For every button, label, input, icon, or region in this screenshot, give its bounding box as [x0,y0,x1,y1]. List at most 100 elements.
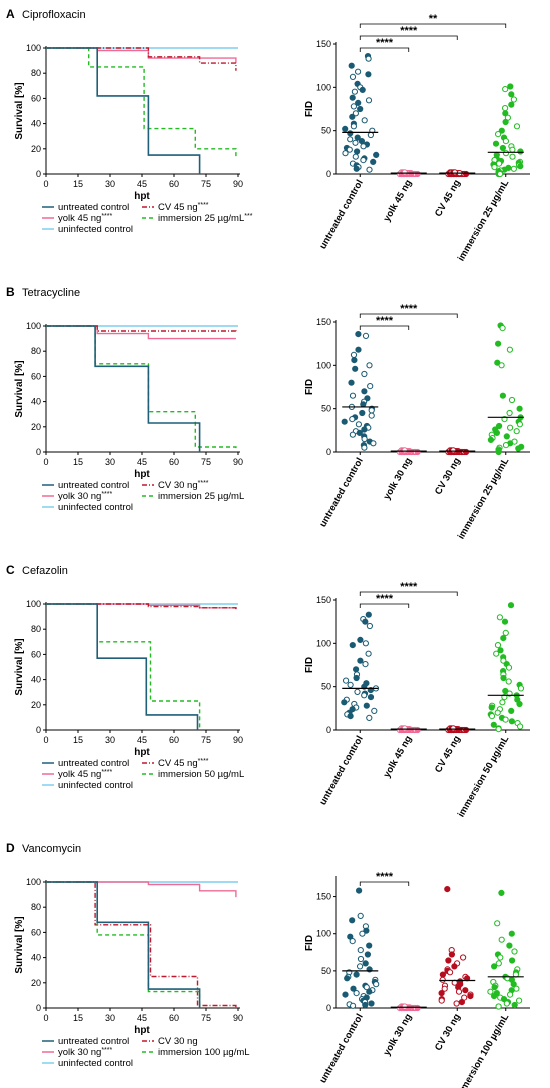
fid-point [505,678,512,685]
fid-point [515,445,522,452]
y-tick-label: 0 [36,169,41,179]
panel-title: Ciprofloxacin [22,9,86,21]
significance-bracket [359,881,410,886]
fid-point [354,148,361,155]
significance-bracket [359,603,410,608]
fid-category-label: untreated control [317,456,366,529]
fid-point [453,1000,460,1007]
fid-point [362,640,369,647]
significance-bracket [359,23,507,28]
y-tick-label: 60 [31,371,41,381]
x-tick-label: 15 [73,1013,83,1023]
legend-label: untreated control [58,1036,129,1047]
fid-point [349,113,356,120]
fid-point [414,170,421,178]
fid-y-axis-label: FID [304,657,315,673]
fid-point [510,981,517,988]
fid-point [508,707,515,715]
x-tick-label: 30 [105,735,115,745]
fid-point [495,726,502,733]
fid-y-tick-label: 100 [316,360,331,370]
legend-label: yolk 30 ng [58,491,101,502]
fid-point [441,985,448,992]
fid-point [494,709,501,716]
fid-point [361,370,368,378]
fid-point [502,138,509,145]
fid-category-label: CV 45 ng [433,734,463,775]
y-tick-label: 100 [26,599,41,609]
significance-label: **** [376,315,394,327]
fid-point [498,936,505,943]
significance-bracket [359,591,458,596]
y-tick-label: 20 [31,422,41,432]
fid-category-label: CV 30 ng [433,456,463,497]
fid-point [493,650,500,657]
fid-point [343,677,350,684]
fid-point [494,642,502,649]
fid-point [359,409,366,417]
significance-bracket [359,35,458,40]
x-tick-label: 0 [43,735,48,745]
fid-point [497,170,504,178]
survival-line-immersion [46,47,237,157]
y-tick-label: 20 [31,978,41,988]
fid-category-label: untreated control [317,734,366,807]
fid-point [357,105,364,113]
fid-point [487,436,494,443]
fid-point [347,713,354,720]
fid-point [516,700,523,708]
x-tick-label: 45 [137,457,147,467]
survival-line-untreated [46,47,201,174]
x-tick-label: 30 [105,457,115,467]
fid-category-label: untreated control [317,1012,366,1085]
fid-point [503,1000,510,1007]
fid-y-tick-label: 0 [326,169,331,179]
fid-point [516,997,523,1004]
fid-point [350,103,357,110]
fid-point [507,83,514,90]
fid-point [496,422,503,430]
legend-entry: untreated control [58,1036,129,1047]
fid-category-label: CV 45 ng [433,178,463,219]
legend-significance: **** [101,491,112,498]
fid-point [458,999,465,1006]
fid-point [497,954,504,961]
legend-entry: untreated control [58,480,129,491]
significance-label: **** [400,581,418,593]
fid-category-label: yolk 45 ng [382,178,415,224]
fid-category-label: immersion 100 µg/mL [453,1012,511,1088]
fid-point [491,164,498,171]
fid-y-axis-label: FID [304,935,315,951]
fid-point [506,346,513,353]
fid-point [362,960,369,967]
fid-point [451,963,458,970]
fid-y-tick-label: 100 [316,929,331,939]
fid-point [438,990,445,997]
fid-point [344,975,351,982]
y-tick-label: 100 [26,43,41,53]
legend-entry: CV 45 ng**** [158,202,209,214]
legend-label: yolk 45 ng [58,213,101,224]
legend-significance: **** [198,480,209,487]
fid-point [501,618,509,625]
fid-y-tick-label: 0 [326,447,331,457]
legend-label: uninfected control [58,502,133,513]
fid-point [491,963,498,970]
legend-entry: yolk 30 ng**** [58,1047,112,1059]
panel-title: Tetracycline [22,287,80,299]
y-tick-label: 0 [36,447,41,457]
fid-point [362,1001,369,1009]
fid-y-tick-label: 0 [326,1003,331,1013]
fid-point [516,405,523,412]
fid-point [492,140,500,147]
survival-line-yolk [46,47,237,64]
fid-category-label: immersion 50 µg/mL [456,734,512,819]
fid-y-tick-label: 50 [321,126,331,136]
fid-point [462,987,469,994]
fid-point [357,963,364,970]
fid-point [445,957,452,964]
fid-point [352,153,359,160]
survival-line-untreated [46,325,201,452]
fid-point [350,351,358,358]
fid-point [414,448,421,456]
